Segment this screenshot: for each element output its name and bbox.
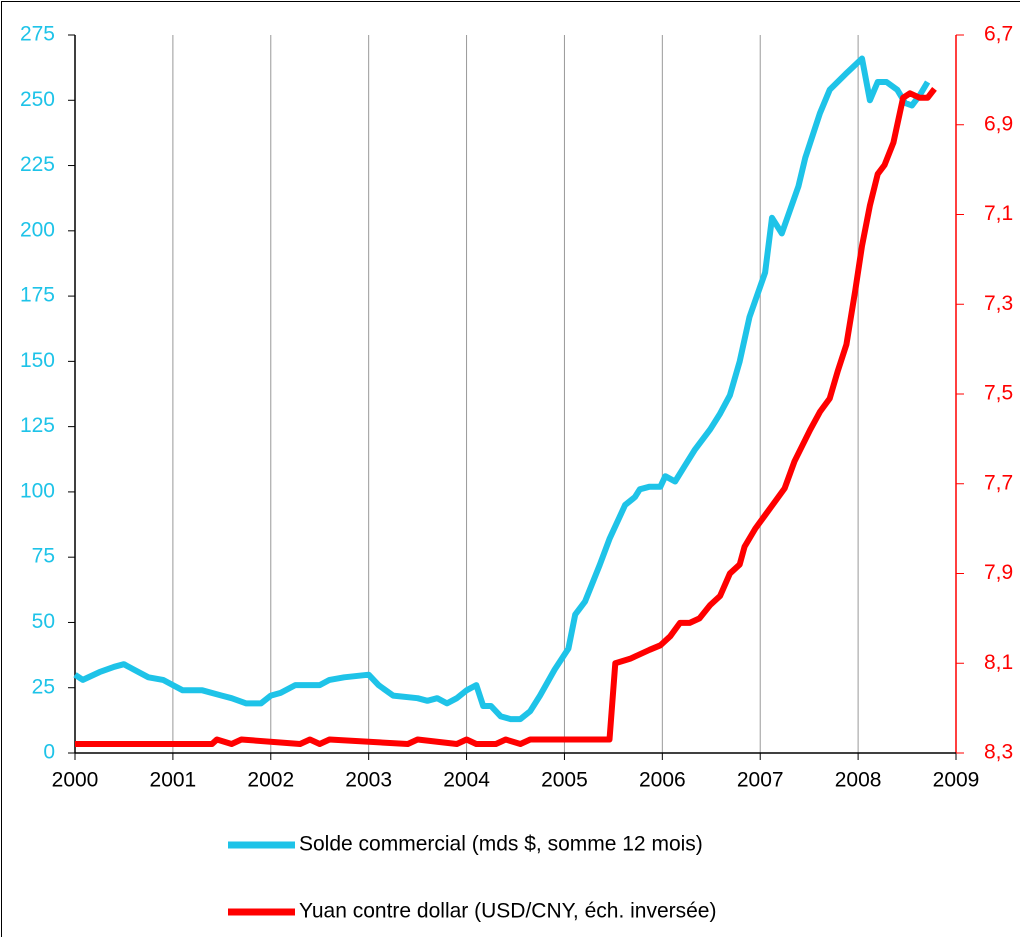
x-tick-label: 2004 bbox=[443, 769, 490, 792]
y-tick-label: 125 bbox=[20, 414, 55, 437]
y2-tick-label: 8,1 bbox=[984, 651, 1013, 674]
y2-tick-label: 7,9 bbox=[984, 561, 1013, 584]
x-tick-label: 2001 bbox=[150, 769, 197, 792]
y2-tick-label: 7,7 bbox=[984, 471, 1013, 494]
series-line bbox=[75, 87, 937, 747]
y2-tick-label: 8,3 bbox=[984, 741, 1013, 764]
y2-tick-label: 6,7 bbox=[984, 23, 1013, 46]
legend-label: Yuan contre dollar (USD/CNY, éch. invers… bbox=[299, 900, 716, 923]
series-line bbox=[73, 55, 931, 723]
y2-tick-label: 7,3 bbox=[984, 292, 1013, 315]
y-tick-label: 100 bbox=[20, 479, 55, 502]
y-tick-label: 200 bbox=[20, 218, 55, 241]
legend-label: Solde commercial (mds $, somme 12 mois) bbox=[299, 833, 703, 856]
y-tick-label: 50 bbox=[32, 610, 55, 633]
x-tick-label: 2007 bbox=[737, 769, 784, 792]
y2-tick-label: 7,1 bbox=[984, 202, 1013, 225]
y-tick-label: 0 bbox=[43, 741, 55, 764]
x-tick-label: 2006 bbox=[639, 769, 686, 792]
y2-tick-label: 6,9 bbox=[984, 112, 1013, 135]
y-tick-label: 25 bbox=[32, 675, 55, 698]
x-tick-label: 2009 bbox=[933, 769, 980, 792]
y2-tick-label: 7,5 bbox=[984, 382, 1013, 405]
x-tick-label: 2005 bbox=[541, 769, 588, 792]
y-tick-label: 150 bbox=[20, 349, 55, 372]
y-tick-label: 175 bbox=[20, 284, 55, 307]
x-tick-label: 2008 bbox=[835, 769, 882, 792]
y-tick-label: 75 bbox=[32, 545, 55, 568]
y-tick-label: 225 bbox=[20, 153, 55, 176]
x-tick-label: 2003 bbox=[345, 769, 392, 792]
y-tick-label: 275 bbox=[20, 23, 55, 46]
x-tick-label: 2000 bbox=[52, 769, 99, 792]
x-tick-label: 2002 bbox=[247, 769, 294, 792]
y-tick-label: 250 bbox=[20, 88, 55, 111]
